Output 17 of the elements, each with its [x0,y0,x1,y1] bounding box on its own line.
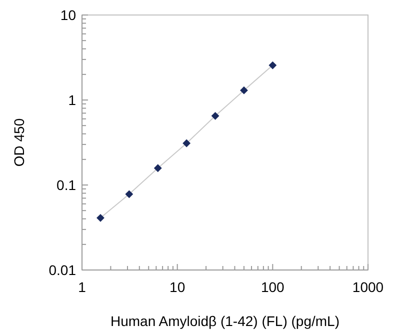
x-tick-label: 100 [260,279,285,295]
point [154,164,162,172]
point [182,139,191,148]
x-axis-title: Human Amyloidβ (1-42) (FL) (pg/mL) [110,313,340,329]
y-tick-label: 0.1 [56,177,76,193]
x-tick-label: 1000 [352,279,384,295]
y-axis-title: OD 450 [11,118,27,167]
y-tick-label: 0.01 [48,262,76,278]
point [240,86,248,94]
point [125,190,134,198]
x-tick-label: 1 [78,279,86,295]
point [268,61,277,70]
y-tick-label: 10 [60,7,76,23]
point [211,112,220,120]
point [96,214,104,222]
y-tick-label: 1 [68,92,76,108]
x-tick-label: 10 [170,279,186,295]
